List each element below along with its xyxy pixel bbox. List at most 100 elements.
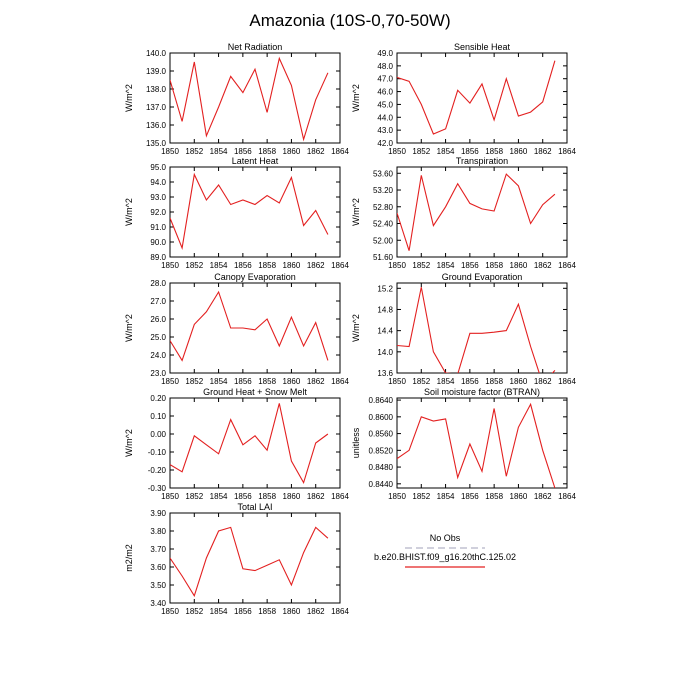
panel-title: Total LAI: [237, 502, 272, 512]
y-tick-label: 139.0: [146, 67, 167, 76]
x-tick-label: 1850: [161, 492, 179, 501]
y-axis-label: W/m^2: [124, 429, 134, 457]
x-tick-label: 1864: [331, 377, 349, 386]
x-tick-label: 1854: [437, 377, 455, 386]
y-tick-label: 90.0: [150, 238, 166, 247]
y-tick-label: 3.70: [150, 545, 166, 554]
panel-canopy-evaporation: Canopy Evaporation W/m^2 23.0 24.0 25.0 26.0 2…: [124, 272, 349, 386]
y-tick-label: 45.0: [377, 100, 393, 109]
y-tick-label: 0.8480: [369, 463, 394, 472]
x-tick-label: 1864: [331, 261, 349, 270]
y-tick-label: 94.0: [150, 178, 166, 187]
plot-frame: [169, 282, 341, 374]
panel-title: Canopy Evaporation: [214, 272, 296, 282]
y-axis-label: m2/m2: [124, 544, 134, 572]
y-tick-label: 53.20: [373, 186, 394, 195]
x-tick-label: 1852: [185, 261, 203, 270]
x-tick-label: 1860: [283, 261, 301, 270]
y-tick-label: 3.50: [150, 581, 166, 590]
x-tick-label: 1858: [258, 147, 276, 156]
x-tick-label: 1862: [534, 147, 552, 156]
series-line-b-e20-bhist-f09-g16-20thc-125-02: [397, 402, 556, 488]
y-tick-label: 24.0: [150, 351, 166, 360]
x-tick-label: 1864: [558, 147, 576, 156]
y-axis-label: W/m^2: [124, 198, 134, 226]
plot-frame: [396, 166, 568, 258]
x-tick-label: 1850: [388, 377, 406, 386]
panel-ground-heat-snow-melt: Ground Heat + Snow Melt W/m^2 -0.30 -0.20 -0…: [124, 387, 349, 501]
panel-transpiration: Transpiration W/m^2 51.60 52.00 52.40 52.80 53…: [351, 156, 576, 270]
y-tick-label: 0.8640: [369, 396, 394, 405]
y-tick-label: 3.40: [150, 599, 166, 608]
x-tick-label: 1856: [234, 261, 252, 270]
panel-title: Latent Heat: [232, 156, 279, 166]
x-tick-label: 1858: [485, 147, 503, 156]
x-tick-label: 1856: [234, 607, 252, 616]
panel-title: Transpiration: [456, 156, 508, 166]
y-tick-label: 95.0: [150, 163, 166, 172]
y-tick-label: 26.0: [150, 315, 166, 324]
y-tick-label: 140.0: [146, 49, 167, 58]
x-tick-label: 1864: [558, 377, 576, 386]
y-tick-label: 138.0: [146, 85, 167, 94]
plot-frame: [396, 282, 568, 374]
x-tick-label: 1852: [412, 147, 430, 156]
y-tick-label: 51.60: [373, 253, 394, 262]
x-tick-label: 1858: [485, 261, 503, 270]
x-tick-label: 1852: [185, 377, 203, 386]
y-tick-label: -0.20: [148, 466, 167, 475]
x-tick-label: 1862: [307, 607, 325, 616]
series-line-b-e20-bhist-f09-g16-20thc-125-02: [397, 287, 556, 373]
y-tick-label: -0.10: [148, 448, 167, 457]
x-tick-label: 1856: [234, 377, 252, 386]
x-tick-label: 1850: [161, 147, 179, 156]
y-tick-label: 53.60: [373, 169, 394, 178]
x-tick-label: 1854: [437, 492, 455, 501]
series-line-b-e20-bhist-f09-g16-20thc-125-02: [170, 403, 329, 484]
y-tick-label: 136.0: [146, 121, 167, 130]
x-tick-label: 1860: [283, 377, 301, 386]
x-tick-label: 1858: [258, 377, 276, 386]
x-tick-label: 1854: [437, 261, 455, 270]
x-tick-label: 1854: [437, 147, 455, 156]
x-tick-label: 1852: [412, 377, 430, 386]
x-tick-label: 1862: [307, 492, 325, 501]
y-axis-label: W/m^2: [351, 198, 361, 226]
y-tick-label: 27.0: [150, 297, 166, 306]
y-tick-label: 135.0: [146, 139, 167, 148]
series-line-b-e20-bhist-f09-g16-20thc-125-02: [397, 173, 556, 251]
x-tick-label: 1854: [210, 147, 228, 156]
series-line-b-e20-bhist-f09-g16-20thc-125-02: [170, 56, 329, 142]
y-tick-label: 14.8: [377, 305, 393, 314]
y-tick-label: 89.0: [150, 253, 166, 262]
x-tick-label: 1860: [510, 492, 528, 501]
y-tick-label: 44.0: [377, 113, 393, 122]
x-tick-label: 1862: [534, 492, 552, 501]
panel-sensible-heat: Sensible Heat W/m^2 42.0 43.0 44.0 45.0 46.0 47…: [351, 42, 576, 156]
y-axis-label: W/m^2: [124, 84, 134, 112]
x-tick-label: 1860: [283, 492, 301, 501]
y-tick-label: 3.90: [150, 509, 166, 518]
y-tick-label: 52.80: [373, 203, 394, 212]
panel-latent-heat: Latent Heat W/m^2 89.0 90.0 91.0 92.0 93.0 94.0…: [124, 156, 349, 270]
plot-frame: [396, 397, 568, 489]
x-tick-label: 1856: [461, 147, 479, 156]
y-tick-label: 47.0: [377, 75, 393, 84]
x-tick-label: 1860: [283, 147, 301, 156]
x-tick-label: 1862: [307, 261, 325, 270]
panel-title: Sensible Heat: [454, 42, 511, 52]
x-tick-label: 1852: [185, 492, 203, 501]
panel-soil-moisture-factor-btran: Soil moisture factor (BTRAN) unitless 0.84…: [351, 387, 576, 501]
x-tick-label: 1856: [461, 492, 479, 501]
y-tick-label: 91.0: [150, 223, 166, 232]
y-tick-label: 25.0: [150, 333, 166, 342]
plot-frame: [169, 512, 341, 604]
x-tick-label: 1858: [258, 261, 276, 270]
x-tick-label: 1850: [388, 147, 406, 156]
y-tick-label: 3.60: [150, 563, 166, 572]
y-tick-label: 0.8440: [369, 480, 394, 489]
panel-title: Net Radiation: [228, 42, 283, 52]
y-tick-label: 14.0: [377, 348, 393, 357]
legend-label-no-obs: No Obs: [430, 533, 461, 543]
